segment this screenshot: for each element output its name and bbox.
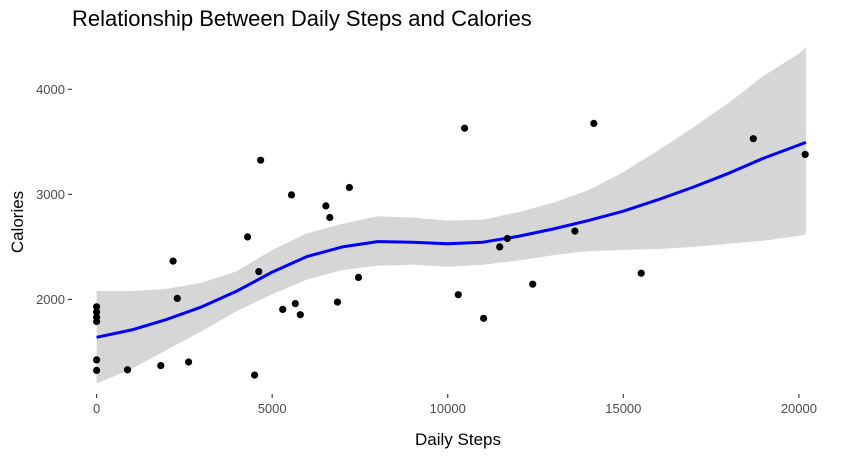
y-tick-label: 3000 — [36, 187, 65, 202]
data-point — [345, 183, 353, 192]
data-point — [571, 227, 579, 235]
data-point — [257, 156, 265, 164]
data-point — [255, 268, 263, 276]
data-point — [322, 202, 330, 210]
data-point — [590, 119, 598, 127]
smooth-line — [96, 140, 807, 339]
data-point — [326, 213, 334, 222]
data-point — [503, 234, 511, 243]
x-tick-label: 10000 — [430, 401, 466, 416]
x-axis-title: Daily Steps — [415, 430, 501, 449]
data-point — [454, 291, 462, 299]
data-point — [291, 300, 299, 308]
data-point — [93, 356, 101, 364]
data-point — [801, 150, 809, 158]
data-point — [749, 135, 757, 143]
data-point — [637, 269, 645, 277]
data-point — [496, 243, 504, 251]
data-point — [123, 366, 132, 374]
data-point — [93, 308, 101, 316]
data-point — [529, 280, 537, 288]
y-tick-label: 2000 — [36, 292, 65, 307]
data-point — [169, 257, 177, 265]
data-point — [173, 294, 181, 302]
x-axis: 0 5000 10000 15000 20000 — [93, 394, 817, 416]
y-axis: 2000 3000 4000 — [36, 82, 72, 307]
data-point — [185, 358, 193, 366]
data-point — [244, 233, 252, 241]
data-point — [461, 124, 469, 132]
points-layer — [93, 119, 809, 379]
x-tick-label: 5000 — [258, 401, 287, 416]
x-tick-label: 20000 — [781, 401, 817, 416]
data-point — [93, 303, 101, 311]
data-point — [354, 273, 363, 281]
data-point — [93, 317, 101, 326]
data-point — [279, 305, 287, 313]
data-point — [480, 314, 488, 322]
confidence-band-layer — [96, 47, 806, 384]
confidence-band — [96, 47, 806, 384]
smooth-line-layer — [96, 140, 807, 339]
x-tick-label: 0 — [93, 401, 100, 416]
data-point — [296, 311, 304, 319]
y-tick-label: 4000 — [36, 82, 65, 97]
chart-title: Relationship Between Daily Steps and Cal… — [72, 6, 532, 31]
y-axis-title: Calories — [8, 191, 27, 253]
data-point — [333, 298, 342, 306]
data-point — [93, 366, 101, 374]
data-point — [157, 362, 165, 370]
data-point — [251, 371, 259, 379]
x-tick-label: 15000 — [605, 401, 641, 416]
data-point — [287, 191, 296, 199]
